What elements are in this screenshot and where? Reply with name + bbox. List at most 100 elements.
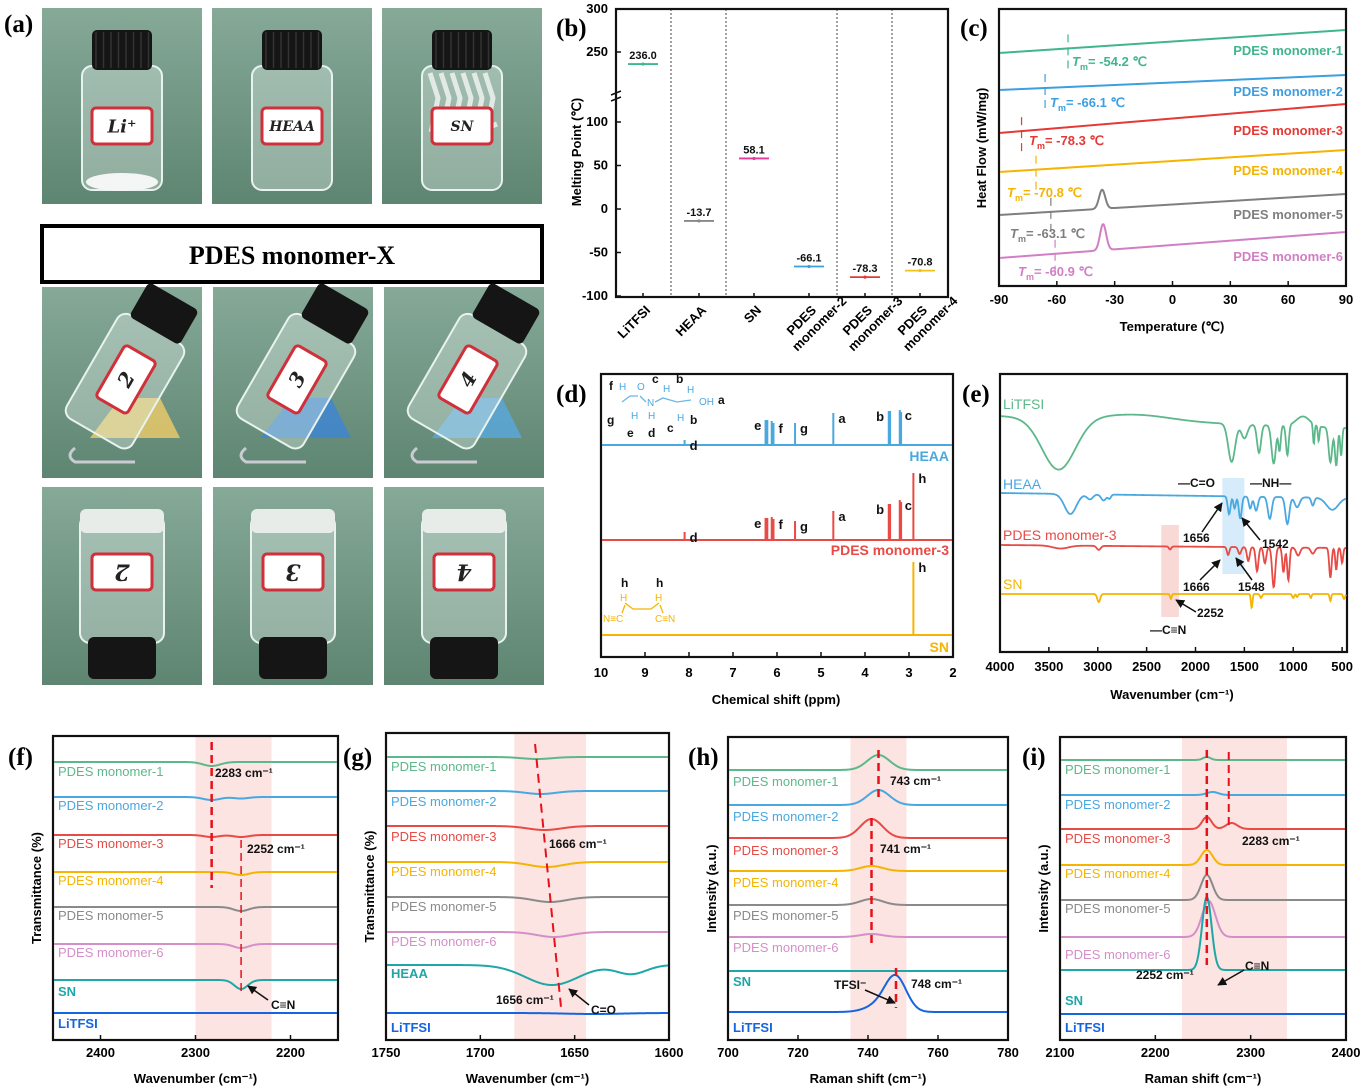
photo-inverted-vial-0: 2 [42,487,202,685]
vial-cap [262,30,322,70]
tm-annotation: Tm= -63.1 ℃ [1010,226,1085,244]
x-tick-label: 1500 [1230,659,1259,674]
series-label: PDES monomer-5 [1233,207,1343,222]
annotation: —C≡N [1150,623,1186,637]
vial-cap [88,637,156,679]
y-axis-label: Heat Flow (mW/mg) [974,88,989,209]
arrow [1201,502,1223,533]
x-tick-label: 2 [949,665,956,680]
spectrum-pdes-monomer-5 [387,896,668,903]
photo-tilted-vial-2: 4 [384,283,544,478]
axis-break [610,90,622,102]
vial-label: SN [430,106,494,146]
value-label: -70.8 [907,257,932,269]
series-label: SN [1065,993,1083,1008]
structure-atom: OH [699,397,714,408]
dsc-curve [999,223,1346,259]
x-tick-label: 2400 [86,1045,115,1060]
annotation: C≡N [271,998,295,1012]
tilted-vial: 3 [235,283,369,450]
y-tick-label: 300 [586,1,608,16]
peak-label: g [800,519,808,534]
photo-vial-1: HEAA [212,8,372,204]
peak-label: d [690,438,698,453]
tm-annotation: Tm= -66.1 ℃ [1050,95,1125,113]
spectrum-heaa [387,964,669,986]
panel-label: (e) [962,381,990,408]
series-label: PDES monomer-3 [1003,527,1117,543]
series-label: PDES monomer-3 [1065,831,1170,846]
banner-box [40,224,544,284]
series-label: PDES monomer-1 [1065,762,1170,777]
x-axis-label: Wavenumber (cm⁻¹) [1110,687,1233,702]
structure-atom: c [652,372,659,386]
x-tick-label: LiTFSI [614,303,653,342]
x-tick-label: -90 [990,292,1009,307]
ftir-spectrum [1000,413,1347,471]
structure-atom: e [627,426,634,440]
highlight-band [195,737,272,1039]
heaa-bonds [621,395,692,403]
series-label: PDES monomer-6 [58,945,163,960]
ftir-spectrum [1001,593,1347,610]
vial-label-text: 4 [456,558,471,584]
photo-inverted-vial-2: 4 [384,487,544,685]
x-tick-label: 30 [1223,292,1237,307]
spectrum-pdes-monomer-4 [1061,849,1345,866]
vial-cap [432,30,492,70]
annotation: —C=O [1178,476,1215,490]
spectrum-pdes-monomer-4 [729,865,1007,872]
structure-atom: g [607,413,614,427]
annotation: 741 cm⁻¹ [880,842,931,856]
x-axis-label: Wavenumber (cm⁻¹) [466,1071,589,1086]
spectrum-pdes-monomer-5 [729,897,1007,906]
gel-layer [422,509,506,533]
x-tick-label: 10 [594,665,608,680]
series-label: PDES monomer-4 [1065,866,1170,881]
arrow [1175,599,1197,613]
x-tick-label: 60 [1281,292,1295,307]
structure-atom: H [677,413,684,424]
clip-handle [68,446,135,464]
structure-atom: H [648,411,655,422]
annotation: 2252 cm⁻¹ [1136,968,1194,982]
panel-label: (g) [343,744,372,771]
white-powder [86,173,158,191]
x-tick-label: 6 [773,665,780,680]
arrow [864,989,896,1004]
x-tick-label: 7 [729,665,736,680]
x-axis-label: Chemical shift (ppm) [712,692,841,707]
x-tick-label: 4000 [986,659,1015,674]
vial-label: 2 [95,344,157,415]
label-border [90,552,154,592]
peak-label: b [876,502,884,517]
x-tick-label: 760 [927,1045,949,1060]
x-tick-label: 780 [997,1045,1019,1060]
annotation: 1666 cm⁻¹ [549,837,607,851]
tm-subscript: m [1026,272,1034,282]
x-tick-label: 3500 [1034,659,1063,674]
x-tick-label: 2500 [1132,659,1161,674]
vial-label: Li⁺ [90,106,154,146]
sn-structure: h hH HN≡C C≡N [603,576,675,625]
x-tick-label: 3000 [1083,659,1112,674]
label-border [260,106,324,146]
x-tick-label: -60 [1047,292,1066,307]
structure-atom: b [690,413,697,427]
series-label: PDES monomer-4 [58,873,163,888]
x-tick-label: 740 [857,1045,879,1060]
peak-label: b [876,409,884,424]
vial-cap [301,283,369,344]
label-border [432,552,496,592]
vial-label-text: 3 [285,558,300,584]
tm-symbol: T [1018,264,1027,279]
tm-value: = -66.1 ℃ [1066,95,1125,110]
spectrum-pdes-monomer-5 [1061,874,1345,901]
series-label: PDES monomer-3 [733,843,838,858]
plot-frame-b [614,7,950,299]
structure-atom: H [687,385,694,396]
series-label: PDES monomer-2 [58,798,163,813]
peak-label: a [838,509,846,524]
tm-value: = -78.3 ℃ [1045,133,1104,148]
spectrum-pdes-monomer-2 [729,788,1007,806]
